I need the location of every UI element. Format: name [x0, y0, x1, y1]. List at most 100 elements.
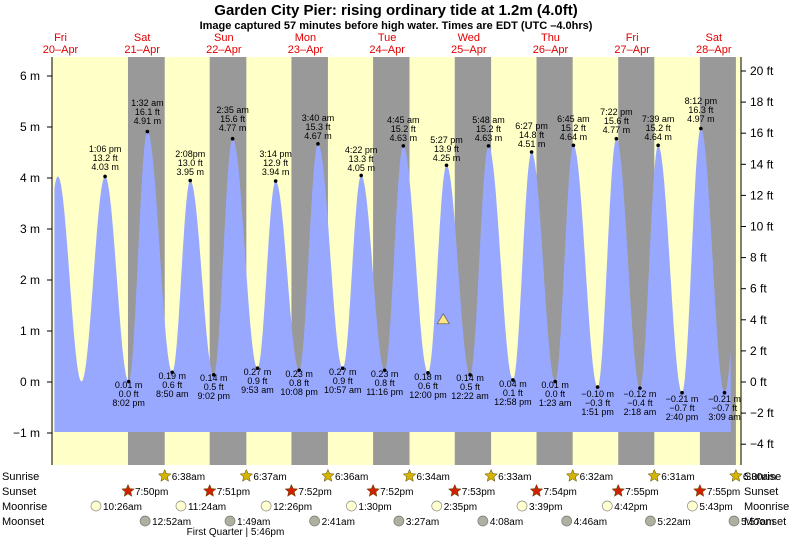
row-label-right: Sunrise: [744, 471, 781, 483]
tide-label: 13.0 ft: [178, 158, 204, 168]
tide-label: 0.6 ft: [162, 380, 183, 390]
low-tide-dot: [638, 386, 642, 390]
day-name: Fri: [626, 32, 639, 44]
tide-label: 0.27 m: [329, 367, 357, 377]
left-tick-label: 1 m: [20, 324, 40, 338]
moonrise-icon: [90, 500, 102, 512]
high-tide-dot: [145, 129, 150, 134]
tide-label: 10:08 pm: [280, 387, 318, 397]
low-tide-dot: [511, 378, 515, 382]
tide-label: 3.94 m: [262, 167, 290, 177]
tide-label: 10:57 am: [324, 385, 362, 395]
chart-subtitle: Image captured 57 minutes before high wa…: [200, 20, 593, 32]
tide-label: 6:45 am: [557, 114, 590, 124]
chart-title: Garden City Pier: rising ordinary tide a…: [214, 2, 577, 19]
moonrise-icon: [175, 500, 187, 512]
tide-label: −0.21 m: [708, 394, 741, 404]
high-tide-dot: [273, 179, 278, 183]
moonset-time: 2:41am: [322, 517, 355, 528]
tide-label: −0.7 ft: [712, 403, 738, 413]
day-date: 28–Apr: [696, 44, 732, 56]
moonset-icon: [224, 515, 236, 527]
tide-label: 14.8 ft: [519, 130, 545, 140]
low-tide-dot: [426, 371, 430, 375]
tide-label: 0.23 m: [285, 369, 313, 379]
sunset-time: 7:53pm: [462, 487, 495, 498]
tide-label: 2:40 pm: [666, 412, 699, 422]
sunset-time: 7:55pm: [707, 487, 740, 498]
moonrise-icon: [687, 500, 698, 512]
tide-label: 4.77 m: [219, 123, 247, 133]
row-label-left: Moonset: [2, 516, 44, 528]
tide-label: 1:23 am: [539, 398, 572, 408]
sunrise-icon: [239, 468, 254, 482]
moonset-icon: [645, 515, 656, 527]
day-name: Mon: [295, 32, 316, 44]
tide-label: −0.10 m: [581, 389, 614, 399]
day-name: Sun: [214, 32, 234, 44]
moonset-icon: [139, 515, 151, 527]
low-tide-dot: [126, 379, 131, 384]
sunset-icon: [447, 483, 462, 497]
moonset-time: 1:49am: [237, 517, 270, 528]
day-date: 23–Apr: [288, 44, 324, 56]
sunrise-icon: [647, 468, 662, 482]
moonrise-time: 5:43pm: [699, 502, 732, 513]
tide-label: 4.64 m: [644, 132, 672, 142]
tide-label: 13.2 ft: [93, 153, 119, 163]
day-name: Thu: [541, 32, 560, 44]
day-name: Tue: [378, 32, 397, 44]
moonset-time: 5:57am: [741, 517, 774, 528]
tide-label: 0.9 ft: [247, 376, 268, 386]
sunset-time: 7:54pm: [544, 487, 577, 498]
axes: 6 m 5 m 4 m 3 m 2 m 1 m 0 m −1 m 20 ft 18 ft 16 ft…: [13, 32, 774, 465]
tide-label: 15.6 ft: [220, 114, 246, 124]
sunset-time: 7:55pm: [625, 487, 658, 498]
left-tick-label: 0 m: [20, 375, 40, 389]
tide-label: 0.01 m: [541, 380, 569, 390]
day-date: 27–Apr: [614, 44, 650, 56]
moonrise-icon: [601, 500, 613, 512]
low-tide-dot: [722, 390, 727, 395]
tide-label: 8:02 pm: [112, 398, 145, 408]
high-tide-dot: [103, 174, 107, 179]
high-tide-dot: [571, 143, 576, 148]
tide-label: 0.5 ft: [460, 382, 481, 392]
high-tide-dot: [699, 126, 703, 131]
sunrise-time: 6:30am: [743, 472, 776, 483]
tide-label: 3:14 pm: [259, 149, 292, 159]
sunset-icon: [611, 483, 626, 497]
tide-label: 0.5 ft: [204, 382, 225, 392]
high-tide-dot: [401, 144, 406, 148]
tide-label: 4.67 m: [304, 131, 332, 141]
low-tide-dot: [553, 379, 557, 384]
day-date: 21–Apr: [124, 44, 160, 56]
tide-label: 15.2 ft: [561, 123, 587, 133]
sunrise-icon: [157, 468, 172, 482]
tide-label: 4.97 m: [687, 114, 715, 124]
row-label-left: Moonrise: [2, 501, 47, 513]
moonset-time: 12:52am: [152, 517, 191, 528]
row-label-left: Sunrise: [2, 471, 39, 483]
sunset-icon: [693, 483, 707, 497]
sunrise-time: 6:37am: [253, 472, 286, 483]
sunrise-icon: [484, 468, 498, 482]
right-tick-label: 16 ft: [750, 126, 774, 140]
low-tide-dot: [297, 368, 301, 373]
day-name: Sat: [134, 32, 151, 44]
left-tick-label: 5 m: [20, 120, 40, 134]
tide-label: 12:58 pm: [494, 397, 532, 407]
day-date: 20–Apr: [43, 44, 79, 56]
tide-label: 0.23 m: [371, 369, 399, 379]
right-tick-label: 20 ft: [750, 64, 774, 78]
high-tide-dot: [359, 173, 363, 178]
tide-label: 2:18 am: [624, 407, 657, 417]
tide-label: 4:45 am: [387, 115, 420, 125]
tide-label: 0.18 m: [414, 372, 442, 382]
tide-label: 12:00 pm: [409, 390, 447, 400]
left-tick-label: 6 m: [20, 69, 40, 83]
sunrise-icon: [402, 468, 417, 482]
tide-label: 5:27 pm: [430, 135, 463, 145]
tide-label: 13.3 ft: [349, 154, 375, 164]
